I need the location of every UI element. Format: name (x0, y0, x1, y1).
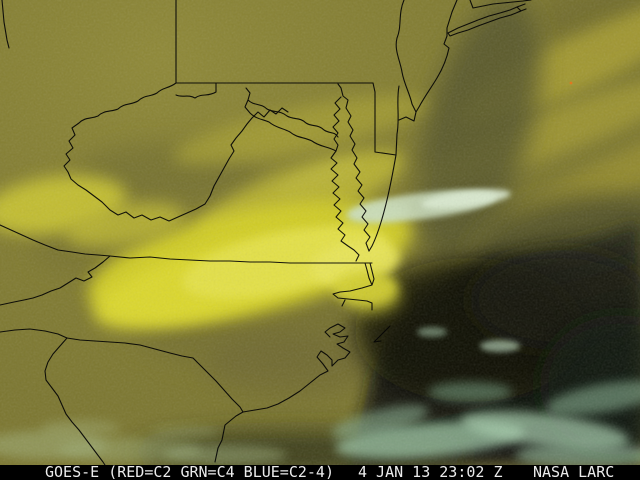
status-bar: GOES-E (RED=C2 GRN=C4 BLUE=C2-4) 4 JAN 1… (0, 465, 640, 480)
boundary-west-virginia (63, 82, 289, 222)
boundary-north-south-carolina (0, 328, 244, 413)
boundary-potomac-river (244, 87, 339, 152)
boundary-pennsylvania (175, 0, 374, 84)
boundary-kentucky-tennessee (0, 224, 111, 257)
coastline-chesapeake-west (330, 96, 360, 262)
boundary-maryland-panhandle (175, 82, 217, 99)
boundary-virginia-north-carolina (109, 255, 373, 264)
noise-texture (0, 0, 640, 465)
state-boundary-lines (0, 0, 532, 465)
coastline-outer-banks (373, 325, 391, 343)
satellite-map-image (0, 0, 640, 465)
coastline-carolinas (214, 350, 333, 463)
boundary-ohio (1, 0, 10, 49)
product-channels-label: GOES-E (RED=C2 GRN=C4 BLUE=C2-4) (45, 463, 334, 480)
boundary-south-carolina-georgia (44, 337, 106, 465)
satellite-map-svg (0, 0, 640, 465)
coastline-albemarle-sound (332, 262, 375, 311)
timestamp-label: 4 JAN 13 23:02 Z (358, 463, 503, 480)
coastline-long-island (447, 3, 527, 37)
coastline-delmarva-east (368, 85, 400, 252)
coastline-north-carolina-sounds (324, 323, 351, 367)
boundary-delaware (372, 82, 397, 156)
source-label: NASA LARC (533, 463, 615, 480)
coastline-delmarva-bay (337, 83, 371, 252)
boundary-tennessee-north-carolina (0, 255, 111, 306)
orange-marker-dot (569, 81, 573, 85)
boundary-new-jersey (395, 0, 458, 122)
coastline-connecticut (469, 0, 532, 9)
